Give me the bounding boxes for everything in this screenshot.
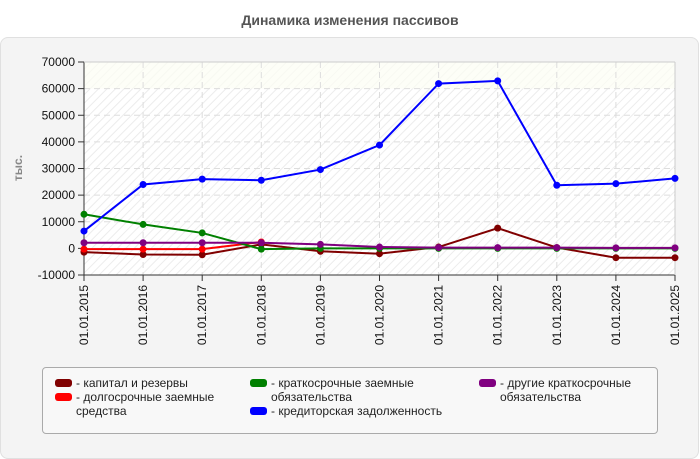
data-point[interactable] bbox=[316, 166, 324, 174]
series-group bbox=[80, 77, 679, 262]
data-point[interactable] bbox=[435, 80, 443, 88]
legend-label-line2: средства bbox=[76, 404, 127, 418]
y-tick-label: 0 bbox=[68, 241, 75, 255]
x-tick-label: 01.01.2025 bbox=[668, 285, 682, 345]
legend-label: - капитал и резервы bbox=[76, 376, 188, 390]
legend-label: - другие краткосрочные bbox=[500, 376, 632, 390]
chart-plot: 70000 60000 50000 40000 30000 20000 10000 0 -100… bbox=[11, 55, 682, 345]
legend-item-payables: - кредиторская задолженность bbox=[250, 404, 442, 418]
data-point[interactable] bbox=[139, 250, 147, 258]
x-tick-label: 01.01.2018 bbox=[254, 285, 268, 345]
legend-item-longterm: - долгосрочные заемные средства bbox=[55, 390, 214, 418]
data-point[interactable] bbox=[198, 239, 206, 247]
series-line bbox=[80, 238, 265, 253]
y-tick-label: 40000 bbox=[42, 135, 76, 149]
axes: 70000 60000 50000 40000 30000 20000 10000 0 -100… bbox=[38, 55, 682, 345]
x-tick-label: 01.01.2020 bbox=[373, 285, 387, 345]
data-point[interactable] bbox=[553, 244, 561, 252]
data-point[interactable] bbox=[671, 254, 679, 262]
data-point[interactable] bbox=[612, 244, 620, 252]
legend-label-line2: обязательства bbox=[271, 390, 352, 404]
swatch-payables-icon bbox=[250, 407, 267, 415]
data-point[interactable] bbox=[671, 244, 679, 252]
x-tick-label: 01.01.2021 bbox=[432, 285, 446, 345]
data-point[interactable] bbox=[80, 245, 88, 253]
swatch-capital-icon bbox=[55, 379, 72, 387]
swatch-other-icon bbox=[479, 379, 496, 387]
data-point[interactable] bbox=[612, 254, 620, 262]
data-point[interactable] bbox=[198, 245, 206, 253]
x-tick-label: 01.01.2023 bbox=[550, 285, 564, 345]
x-tick-label: 01.01.2016 bbox=[136, 285, 150, 345]
swatch-shortterm-icon bbox=[250, 379, 267, 387]
data-point[interactable] bbox=[376, 250, 383, 258]
data-point[interactable] bbox=[198, 175, 206, 183]
data-point[interactable] bbox=[376, 243, 383, 251]
y-tick-label: 20000 bbox=[42, 188, 76, 202]
legend-item-capital: - капитал и резервы bbox=[55, 376, 188, 390]
swatch-longterm-icon bbox=[55, 393, 72, 401]
x-tick-label: 01.01.2015 bbox=[77, 285, 91, 345]
legend-item-other: - другие краткосрочные обязательства bbox=[479, 376, 631, 404]
y-tick-label: 10000 bbox=[42, 215, 76, 229]
x-tick-label: 01.01.2019 bbox=[313, 285, 327, 345]
y-tick-label: -10000 bbox=[38, 268, 76, 282]
data-point[interactable] bbox=[198, 251, 206, 259]
data-point[interactable] bbox=[612, 180, 620, 188]
x-tick-label: 01.01.2024 bbox=[609, 285, 623, 345]
data-point[interactable] bbox=[80, 210, 88, 218]
data-point[interactable] bbox=[553, 181, 561, 189]
data-point[interactable] bbox=[316, 240, 324, 248]
y-tick-label: 70000 bbox=[42, 55, 76, 69]
legend-label-line2: обязательства bbox=[500, 390, 581, 404]
y-tick-label: 30000 bbox=[42, 162, 76, 176]
legend-item-shortterm: - краткосрочные заемные обязательства bbox=[250, 376, 414, 404]
y-tick-label: 50000 bbox=[42, 108, 76, 122]
data-point[interactable] bbox=[494, 224, 502, 232]
data-point[interactable] bbox=[671, 174, 679, 182]
data-point[interactable] bbox=[80, 239, 88, 247]
x-tick-label: 01.01.2017 bbox=[195, 285, 209, 345]
data-point[interactable] bbox=[257, 245, 265, 253]
data-point[interactable] bbox=[139, 245, 147, 253]
chart-title: Динамика изменения пассивов bbox=[241, 12, 459, 28]
data-point[interactable] bbox=[139, 180, 147, 188]
data-point[interactable] bbox=[139, 220, 147, 228]
data-point[interactable] bbox=[80, 227, 88, 235]
data-point[interactable] bbox=[494, 244, 502, 252]
legend-label: - долгосрочные заемные bbox=[76, 390, 215, 404]
y-axis-label: тыс. bbox=[11, 155, 25, 181]
data-point[interactable] bbox=[139, 239, 147, 247]
y-tick-label: 60000 bbox=[42, 82, 76, 96]
data-point[interactable] bbox=[198, 229, 206, 237]
data-point[interactable] bbox=[376, 141, 383, 149]
data-point[interactable] bbox=[494, 77, 502, 85]
data-point[interactable] bbox=[257, 176, 265, 184]
series-line bbox=[80, 77, 679, 235]
data-point[interactable] bbox=[257, 239, 265, 247]
legend-label: - краткосрочные заемные bbox=[271, 376, 414, 390]
legend-label: - кредиторская задолженность bbox=[271, 404, 443, 418]
x-tick-label: 01.01.2022 bbox=[491, 285, 505, 345]
series-line bbox=[80, 239, 679, 252]
legend: - капитал и резервы - долгосрочные заемн… bbox=[42, 367, 658, 434]
data-point[interactable] bbox=[435, 244, 443, 252]
